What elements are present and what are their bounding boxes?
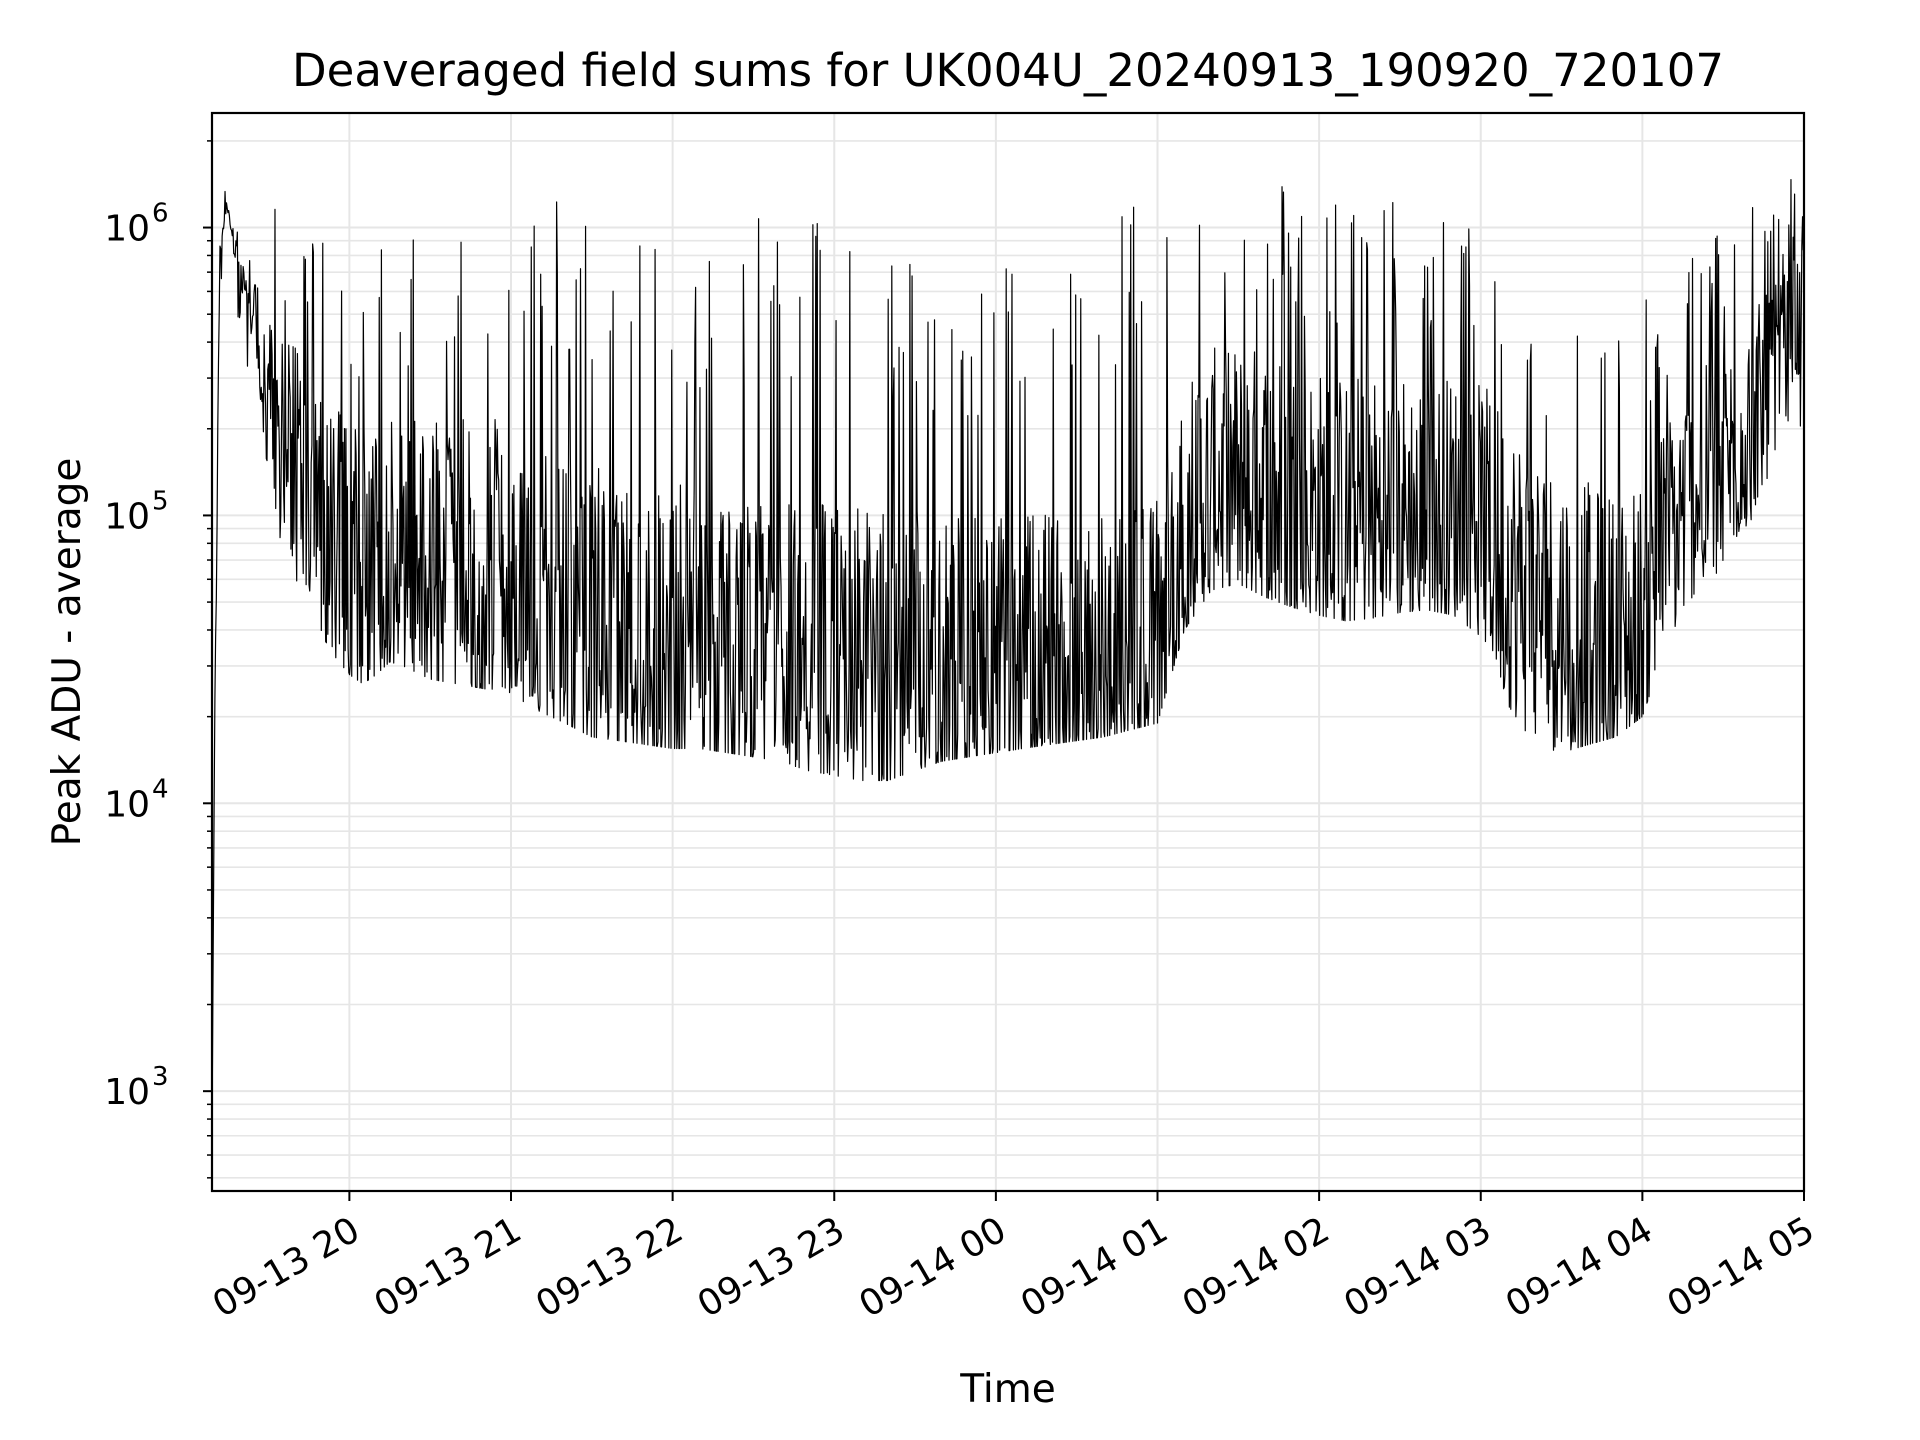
y-tick-exponent: 5 bbox=[152, 486, 169, 516]
y-tick-exponent: 4 bbox=[152, 774, 169, 804]
series-layer bbox=[211, 178, 1805, 1136]
y-tick-exponent: 6 bbox=[152, 199, 169, 229]
y-tick-label: 10 bbox=[104, 1072, 150, 1113]
axes-frame bbox=[210, 111, 1806, 1193]
x-axis-label: Time bbox=[959, 1367, 1055, 1412]
chart-title: Deaveraged field sums for UK004U_2024091… bbox=[292, 44, 1724, 97]
y-tick-label: 10 bbox=[104, 496, 150, 537]
y-tick-label: 10 bbox=[104, 784, 150, 825]
y-axis-label: Peak ADU - average bbox=[45, 458, 90, 847]
y-tick-label: 10 bbox=[104, 209, 150, 250]
y-tick-exponent: 3 bbox=[152, 1062, 169, 1092]
series-line bbox=[211, 178, 1805, 1136]
